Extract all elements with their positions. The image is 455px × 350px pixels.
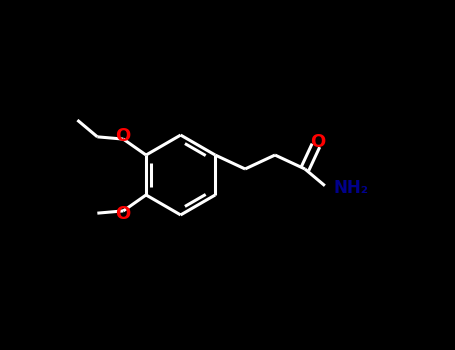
Text: O: O (310, 133, 325, 151)
Text: O: O (115, 127, 130, 145)
Text: O: O (115, 205, 130, 223)
Text: NH₂: NH₂ (334, 180, 369, 197)
